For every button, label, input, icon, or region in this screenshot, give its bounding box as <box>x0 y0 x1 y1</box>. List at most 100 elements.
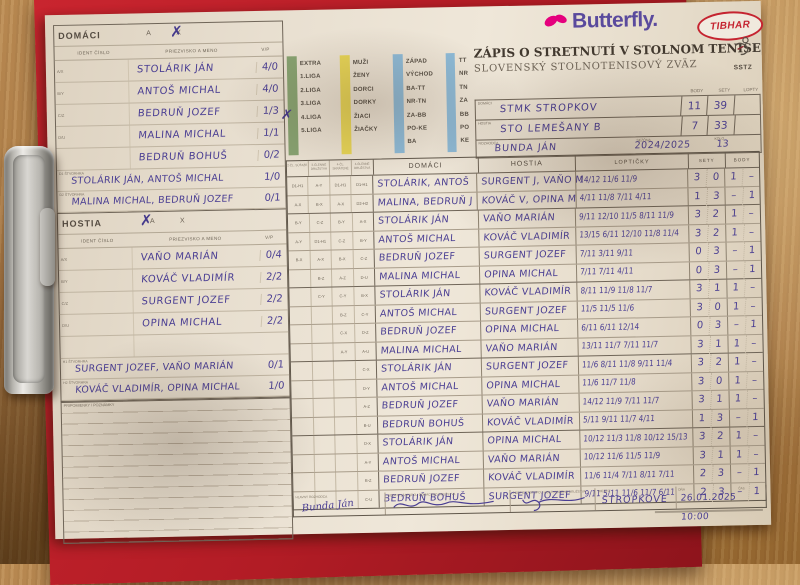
order-code-3 <box>335 398 357 416</box>
vp-column-header: V/P <box>254 234 284 240</box>
category-item: DORCI <box>353 83 392 97</box>
order-code-2: A-Y <box>309 177 331 195</box>
home-player-cell: BEDRUŇ JOZEF <box>379 470 484 490</box>
league-item: 5.LIGA <box>301 124 340 138</box>
home-point: 1 <box>725 205 744 223</box>
home-player-cell: MALINA, BEDRUŇ J <box>373 192 478 212</box>
ident-cell <box>77 314 134 336</box>
order-code-1: B-X <box>289 251 311 269</box>
player-win-loss: 4/0 <box>256 83 284 95</box>
doubles-win-loss: 0/1 <box>259 192 286 204</box>
away-sets-won: 1 <box>712 446 731 464</box>
home-sets: 39 <box>706 95 734 115</box>
match-rows: D1-H1 A-Y D1-H1 D1-H1 STOLÁRIK, ANTOŠ SU… <box>287 168 766 509</box>
time-label: ČAS <box>738 486 745 490</box>
points-cell: – 1 <box>728 316 762 334</box>
player-name: VAŇO MARIÁN <box>132 250 260 264</box>
home-points: 11 <box>680 96 708 116</box>
pairing-code: A/X <box>55 69 72 74</box>
sets-cell: 3 2 <box>692 354 729 372</box>
pairing-code: C/Z <box>60 301 77 306</box>
points-cell: – 1 <box>727 260 761 278</box>
match-place: STROPKOVE <box>602 494 669 506</box>
home-sets-won: 3 <box>690 298 710 316</box>
ball-scores: 4/11 11/8 7/11 4/11 <box>579 192 651 203</box>
ball-scores-cell: 7/11 7/11 4/11 <box>577 262 690 282</box>
vp-column-header: V/P <box>250 47 280 53</box>
away-team-name: STO LEMEŠANY B <box>476 120 682 135</box>
away-sets: 33 <box>707 115 735 135</box>
blue-strip <box>446 53 457 152</box>
away-player-cell: KOVÁČ V, OPINA M <box>477 190 576 209</box>
home-player: MALINA MICHAL <box>381 344 463 357</box>
home-sets-won: 3 <box>692 372 712 390</box>
ball-scores: 7/11 3/11 9/11 <box>580 248 634 259</box>
league-item: 1.LIGA <box>300 71 339 85</box>
player-win-loss: 4/0 <box>256 61 284 73</box>
order-code-2 <box>313 398 335 416</box>
option-a-label: A <box>146 30 151 37</box>
player-win-loss: 0/2 <box>257 149 285 161</box>
player-name: ANTOŠ MICHAL <box>129 84 257 98</box>
points-cell: 1 – <box>728 297 762 315</box>
home-player-cell: ANTOŠ MICHAL <box>376 303 481 323</box>
order-code-1 <box>289 269 311 287</box>
order-code-2: B-Z <box>311 269 333 287</box>
order-code-4: B-X <box>354 287 376 305</box>
away-rep-signature-scribble <box>515 492 590 512</box>
home-player-cell: STOLÁRIK JÁN <box>377 359 482 379</box>
points-cell: 1 – <box>730 427 764 445</box>
ball-scores-cell: 7/11 3/11 9/11 <box>577 243 690 263</box>
order-code-2 <box>314 435 336 453</box>
home-player: BEDRUŇ JOZEF <box>380 325 457 338</box>
away-player-cell: KOVÁČ VLADIMÍR <box>484 468 581 487</box>
sets-cell: 0 3 <box>690 243 727 261</box>
away-player-cell: VAŇO MARIÁN <box>482 338 579 357</box>
ident-cell <box>76 270 133 292</box>
ident-cell <box>73 126 130 148</box>
away-sets-won: 0 <box>706 169 725 187</box>
home-point: – <box>725 187 744 205</box>
away-sets-won: 3 <box>708 243 727 261</box>
order-code-4: B-Z <box>358 472 380 490</box>
order-code-2 <box>313 380 335 398</box>
points-cell: 1 – <box>731 445 765 463</box>
player-win-loss: 1/1 <box>257 127 285 139</box>
team-letter-options: A X ✗ <box>128 26 208 42</box>
away-player: OPINA MICHAL <box>486 379 561 392</box>
away-player: SURGENT JOZEF <box>484 249 567 262</box>
away-player: OPINA MICHAL <box>484 268 559 281</box>
home-sets-won: 3 <box>691 335 711 353</box>
points-cell: – 1 <box>725 186 759 204</box>
form-title: ZÁPIS O STRETNUTÍ V STOLNOM TENISE <box>474 42 724 61</box>
code-col-header-1: 2-ČL. SÚŤAŽE <box>287 161 309 176</box>
points-cell: 1 – <box>726 205 760 223</box>
away-player: KOVÁČ VLADIMÍR <box>483 230 570 243</box>
ball-scores: 5/11 9/11 11/7 4/11 <box>583 414 655 425</box>
away-player: KOVÁČ VLADIMÍR <box>487 415 574 428</box>
home-point: 1 <box>728 353 747 371</box>
date-label: DŇA <box>678 487 685 491</box>
notes-box: PRIPOMIENKY / POZNÁMKY <box>61 397 294 544</box>
order-code-1 <box>290 306 312 324</box>
home-player: BEDRUŇ BOHUŠ <box>382 418 465 431</box>
butterfly-wordmark: Butterfly. <box>572 8 658 34</box>
sets-cell: 0 3 <box>691 317 728 335</box>
home-player: STOLÁRIK JÁN <box>381 362 453 374</box>
order-code-1 <box>290 343 312 361</box>
region-item: NR-TN <box>407 95 446 109</box>
home-sets-won: 1 <box>688 187 708 205</box>
sets-cell: 3 0 <box>691 298 728 316</box>
ball-scores-cell: 10/12 11/3 11/8 10/12 15/13 <box>581 428 694 448</box>
pairing-code: D/U <box>60 323 77 328</box>
doubles-win-loss: 1/0 <box>263 380 290 392</box>
away-player: VAŇO MARIÁN <box>483 212 556 224</box>
doubles-names: KOVÁČ VLADIMÍR, OPINA MICHAL <box>61 380 264 395</box>
home-player: MALINA MICHAL <box>379 270 461 283</box>
order-code-4: A-Y <box>357 453 379 471</box>
doubles-names: STOLÁRIK JÁN, ANTOŠ MICHAL <box>57 171 260 186</box>
away-point: – <box>743 223 761 241</box>
home-sets-won: 3 <box>688 206 708 224</box>
